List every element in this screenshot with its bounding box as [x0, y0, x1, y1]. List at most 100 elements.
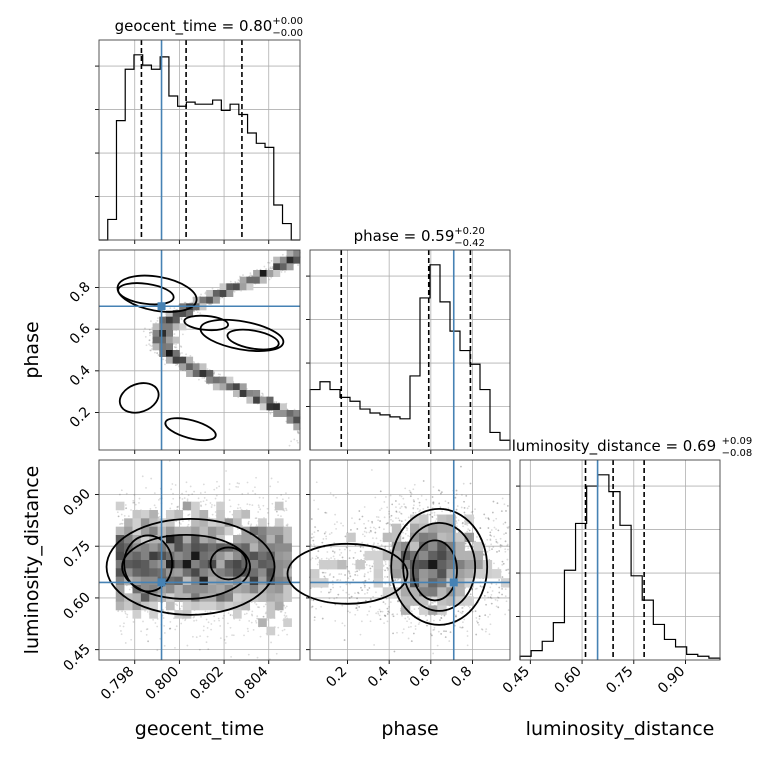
sample-point: [191, 635, 194, 638]
histogram-geocent_time: [99, 54, 300, 241]
sample-point: [203, 377, 206, 380]
sample-point: [130, 509, 132, 511]
sample-point: [189, 485, 192, 488]
sample-point: [206, 611, 209, 614]
sample-point: [170, 502, 173, 505]
sample-point: [162, 358, 165, 361]
sample-point: [125, 492, 128, 495]
sample-point: [242, 274, 244, 276]
sample-point: [159, 497, 161, 500]
sample-point: [247, 630, 250, 633]
density-cell: [293, 256, 301, 264]
sample-point: [246, 627, 249, 630]
sample-point: [198, 378, 200, 381]
title-text: luminosity_distance = 0.69: [512, 437, 716, 456]
sample-point: [146, 610, 149, 613]
sample-point: [225, 635, 228, 638]
sample-point: [269, 267, 272, 270]
sample-point: [138, 501, 140, 504]
sample-point: [219, 625, 222, 627]
sample-point: [228, 488, 231, 491]
sample-point: [255, 603, 258, 606]
title-plus: +0.09: [722, 436, 753, 447]
sample-point: [120, 513, 123, 516]
sample-point: [199, 635, 202, 638]
density-cell: [186, 356, 194, 364]
density-cell: [286, 263, 294, 271]
sample-point: [174, 628, 177, 631]
density-cell: [293, 423, 301, 431]
density-cell: [226, 283, 234, 291]
sample-point: [246, 481, 249, 484]
sample-point: [120, 489, 123, 492]
sample-point: [239, 506, 242, 509]
sample-point: [234, 280, 237, 283]
title-minus: −0.08: [722, 448, 753, 459]
sample-point: [181, 492, 184, 495]
sample-point: [154, 622, 157, 624]
sample-point: [243, 634, 245, 637]
sample-point: [297, 432, 300, 435]
sample-point: [144, 327, 146, 330]
sample-point: [276, 496, 278, 499]
sample-point: [217, 617, 220, 620]
sample-point: [254, 517, 257, 520]
sample-point: [288, 444, 291, 447]
density-cell: [226, 376, 234, 384]
sample-point: [156, 625, 159, 628]
sample-point: [174, 346, 177, 349]
sample-point: [284, 271, 286, 273]
sample-point: [285, 605, 288, 608]
density-cell: [212, 296, 220, 304]
sample-point: [174, 603, 177, 605]
sample-point: [174, 364, 177, 367]
sample-point: [149, 334, 151, 337]
sample-point: [202, 629, 205, 632]
sample-point: [150, 477, 153, 480]
density-cell: [273, 263, 281, 271]
sample-point: [219, 373, 222, 376]
title-text: geocent_time = 0.80: [115, 17, 273, 36]
density-cell: [192, 370, 200, 377]
sample-point: [130, 638, 133, 641]
sample-point: [296, 430, 299, 432]
sample-point: [263, 605, 265, 608]
sample-point: [228, 483, 231, 485]
sample-point: [204, 491, 207, 494]
density-cell: [179, 363, 187, 371]
sample-point: [123, 622, 125, 625]
sample-point: [207, 621, 210, 624]
sample-point: [213, 371, 216, 374]
density-cell: [273, 403, 281, 411]
sample-point: [116, 511, 119, 514]
sample-point: [236, 482, 239, 484]
sample-point: [175, 520, 177, 523]
sample-point: [210, 628, 213, 631]
sample-point: [181, 498, 184, 500]
sample-point: [213, 615, 216, 618]
density-cell: [166, 316, 173, 324]
sample-point: [283, 509, 286, 512]
sample-point: [235, 485, 238, 488]
sample-point: [263, 265, 266, 268]
histogram-panel-phase: [309, 249, 511, 451]
sample-point: [186, 498, 189, 501]
density-cell: [279, 410, 287, 417]
density-cell: [286, 250, 294, 257]
sample-point: [245, 612, 248, 615]
sample-point: [270, 276, 273, 279]
density-cell: [226, 383, 234, 391]
density-cell: [253, 270, 261, 277]
density-cell: [266, 396, 274, 404]
density-cell: [219, 376, 227, 384]
density-cell: [159, 350, 167, 357]
sample-point: [121, 519, 124, 521]
sample-point: [206, 627, 209, 629]
sample-point: [262, 393, 264, 396]
sample-point: [175, 625, 178, 628]
sample-point: [174, 484, 177, 486]
sample-point: [285, 492, 287, 495]
sample-point: [126, 616, 128, 619]
sample-point: [202, 625, 205, 628]
